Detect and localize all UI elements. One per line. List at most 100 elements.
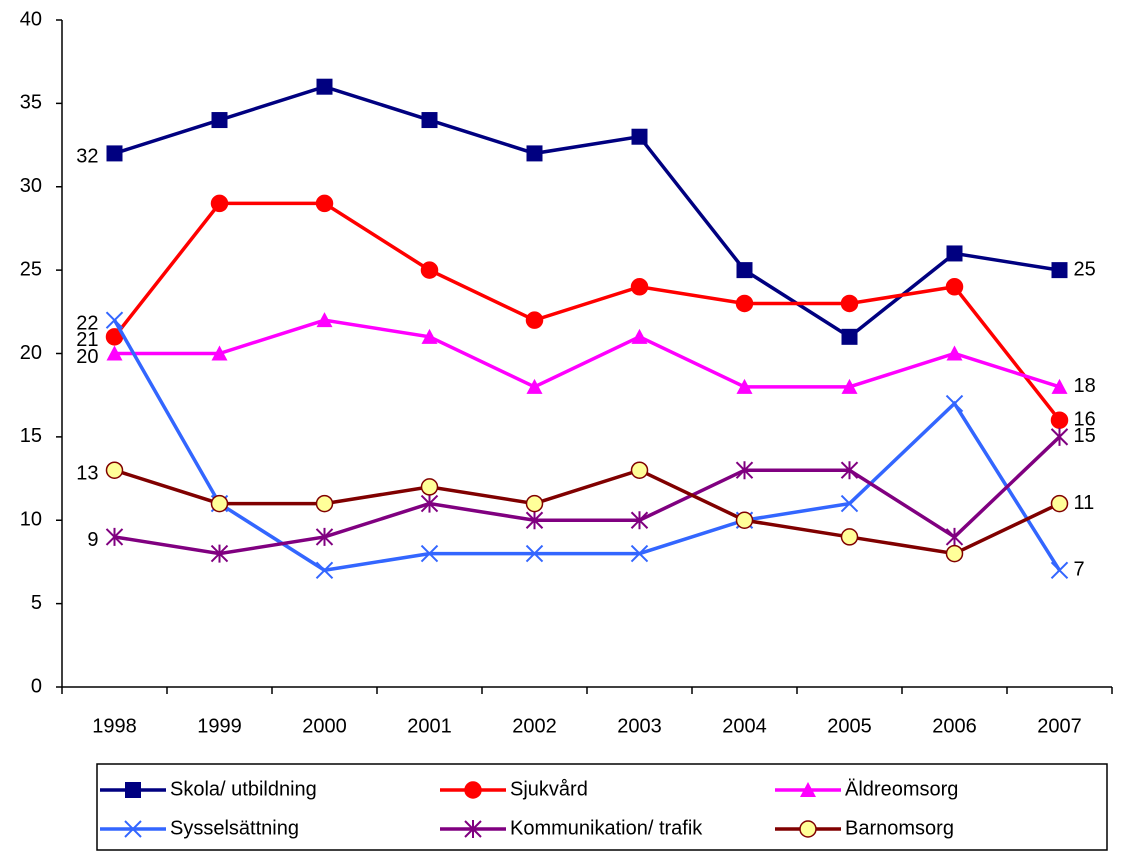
- marker: [841, 328, 858, 345]
- marker: [525, 511, 544, 530]
- marker: [1051, 378, 1068, 394]
- marker: [840, 494, 859, 513]
- legend-label: Äldreomsorg: [845, 778, 958, 800]
- marker: [211, 345, 228, 361]
- marker: [840, 294, 859, 313]
- marker: [630, 544, 649, 563]
- data-label: 7: [1074, 559, 1085, 581]
- marker: [631, 328, 648, 344]
- marker: [316, 312, 333, 328]
- data-label: 9: [87, 529, 98, 551]
- marker: [526, 378, 543, 394]
- marker: [1050, 411, 1069, 429]
- marker: [315, 561, 334, 579]
- marker: [736, 378, 753, 394]
- marker: [420, 261, 439, 279]
- marker: [799, 820, 817, 838]
- marker: [125, 782, 141, 798]
- x-tick-label: 2006: [932, 715, 977, 737]
- y-tick-label: 20: [20, 342, 42, 364]
- marker: [840, 461, 859, 480]
- x-tick-label: 2003: [617, 715, 662, 737]
- marker: [1050, 494, 1069, 513]
- x-tick-label: 2002: [512, 715, 557, 737]
- marker: [630, 511, 649, 530]
- marker: [946, 345, 963, 361]
- data-label: 32: [76, 146, 98, 168]
- legend-label: Sysselsättning: [170, 817, 299, 839]
- marker: [631, 128, 648, 145]
- marker: [735, 511, 754, 529]
- marker: [840, 528, 859, 546]
- y-tick-label: 15: [20, 425, 42, 447]
- marker: [630, 461, 649, 479]
- marker: [735, 294, 754, 313]
- marker: [1051, 262, 1068, 279]
- x-tick-label: 2000: [302, 715, 347, 737]
- data-label: 22: [76, 312, 98, 334]
- data-label: 16: [1074, 408, 1096, 430]
- y-tick-label: 40: [20, 8, 42, 30]
- marker: [630, 278, 649, 296]
- marker: [420, 544, 439, 563]
- data-label: 21: [76, 329, 98, 351]
- x-tick-label: 1999: [197, 715, 242, 737]
- marker: [946, 245, 963, 262]
- marker: [525, 544, 544, 563]
- marker: [945, 278, 964, 296]
- marker: [945, 527, 964, 546]
- data-label: 15: [1074, 425, 1096, 447]
- marker: [106, 345, 123, 361]
- marker: [421, 328, 438, 344]
- marker: [210, 194, 229, 213]
- marker: [315, 494, 334, 513]
- marker: [736, 262, 753, 279]
- data-label: 18: [1074, 375, 1096, 397]
- data-label: 11: [1074, 492, 1095, 514]
- y-tick-label: 25: [20, 258, 42, 280]
- x-tick-label: 2001: [407, 715, 452, 737]
- marker: [105, 311, 124, 329]
- marker: [735, 461, 754, 480]
- marker: [105, 527, 124, 546]
- marker: [211, 112, 228, 129]
- marker: [105, 461, 124, 479]
- data-label: 13: [76, 463, 98, 485]
- legend: [96, 763, 1108, 851]
- marker: [315, 194, 334, 213]
- y-tick-label: 35: [20, 92, 42, 114]
- x-tick-label: 2004: [722, 715, 767, 737]
- marker: [420, 478, 439, 496]
- data-label: 25: [1074, 258, 1096, 280]
- marker: [1050, 561, 1069, 579]
- marker: [106, 145, 123, 162]
- x-tick-label: 1998: [92, 715, 137, 737]
- marker: [1050, 427, 1069, 446]
- marker: [210, 494, 229, 513]
- marker: [210, 544, 229, 563]
- legend-label: Sjukvård: [510, 778, 588, 800]
- legend-label: Barnomsorg: [845, 817, 954, 839]
- marker: [945, 394, 964, 413]
- line: [112, 319, 1061, 573]
- line: [114, 318, 1061, 389]
- marker: [421, 112, 438, 129]
- y-tick-label: 30: [20, 175, 42, 197]
- marker: [315, 527, 334, 546]
- legend-label: Kommunikation/ trafik: [510, 817, 703, 839]
- line: [113, 468, 1061, 556]
- line: [113, 201, 1061, 422]
- marker: [800, 782, 816, 797]
- marker: [841, 378, 858, 394]
- marker: [124, 820, 142, 838]
- marker: [525, 494, 544, 513]
- x-tick-label: 2005: [827, 715, 872, 737]
- y-tick-label: 0: [31, 675, 42, 697]
- y-tick-label: 10: [20, 509, 42, 531]
- legend-label: Skola/ utbildning: [170, 778, 317, 800]
- marker: [464, 820, 482, 838]
- marker: [420, 494, 439, 513]
- marker: [525, 311, 544, 329]
- y-tick-label: 5: [31, 592, 42, 614]
